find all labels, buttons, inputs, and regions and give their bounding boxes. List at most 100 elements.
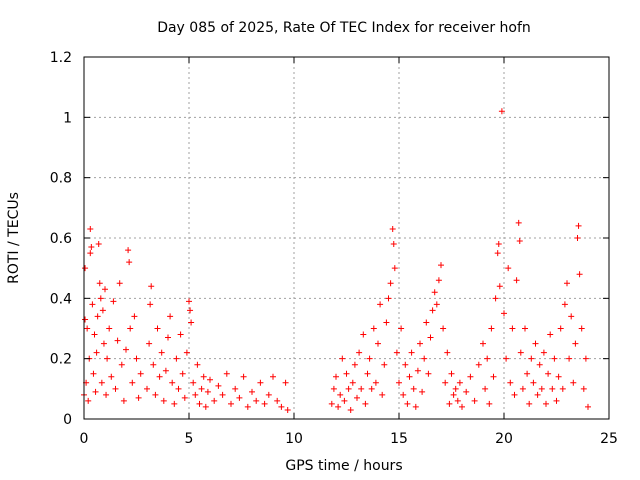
data-point [549,385,556,392]
data-point [90,370,97,377]
data-point [249,388,255,395]
x-tick-label: 25 [600,431,618,447]
data-point [429,307,436,314]
data-point [339,355,346,362]
data-point [475,361,482,368]
data-point [282,379,289,386]
data-point [129,379,136,386]
data-point [167,313,174,320]
data-point [146,340,153,347]
data-point [236,394,243,401]
data-point [94,313,101,320]
data-point [580,385,587,392]
data-point [547,331,554,338]
data-point [509,325,516,332]
data-point [154,325,161,332]
data-point [362,400,369,407]
data-point [417,340,423,347]
data-point [194,361,201,368]
data-point [377,301,384,308]
data-point [257,379,264,386]
data-point [385,295,392,302]
data-point [341,397,348,404]
data-point [330,385,337,392]
data-point [202,403,209,410]
data-point [152,391,159,398]
data-point [343,370,350,377]
data-point [393,349,400,356]
x-tick-label: 10 [285,431,303,447]
data-point [215,382,222,389]
data-point [505,265,512,272]
data-point [516,238,523,245]
data-point [412,403,419,410]
data-point [534,391,541,398]
data-point [204,388,211,395]
data-point [402,361,409,368]
data-point [87,225,94,232]
data-point [219,391,226,398]
data-point [148,283,155,290]
data-point [540,349,547,356]
data-point [328,400,335,407]
data-point [375,340,381,347]
data-point [186,298,192,305]
data-point [419,388,426,395]
data-point [551,355,558,362]
data-point [261,400,268,407]
data-point [526,400,533,407]
data-point [175,385,182,392]
data-point [333,373,339,380]
data-point [501,310,507,317]
data-point [120,397,127,404]
data-point [564,280,570,287]
data-point [114,337,121,344]
data-point [406,373,413,380]
data-point [192,391,199,398]
data-point [568,313,575,320]
data-point [100,340,107,347]
data-point [358,385,365,392]
data-point [187,307,194,314]
data-point [108,373,115,380]
data-point [207,376,213,383]
data-point [190,379,197,386]
data-point [459,403,465,410]
data-point [160,397,167,404]
data-point [494,250,501,257]
data-point [572,340,579,347]
data-point [576,271,583,278]
data-point [438,262,444,269]
data-point [127,325,134,332]
data-point [498,108,505,115]
data-point [368,385,375,392]
data-point [103,391,110,398]
data-point [82,316,89,323]
data-point [147,301,154,308]
data-point [162,367,169,374]
data-point [511,391,518,398]
data-point [387,280,394,287]
data-point [578,325,585,332]
y-tick-labels: 0 0.2 0.4 0.6 0.8 1 1.2 [50,50,72,428]
data-point [196,400,203,407]
data-point [379,391,386,398]
x-tick-label: 0 [80,431,89,447]
data-point [370,325,377,332]
data-point [137,370,144,377]
data-point [265,391,272,398]
data-point [354,394,360,401]
data-point [444,349,451,356]
x-tick-label: 5 [185,431,194,447]
gridlines [84,57,609,419]
data-point [446,400,453,407]
data-point [570,379,577,386]
data-point [517,349,524,356]
data-point [335,403,342,410]
data-point [125,247,132,254]
data-point [456,379,463,386]
data-point [150,361,157,368]
data-point [177,331,184,338]
data-point [452,385,459,392]
data-point [582,355,589,362]
